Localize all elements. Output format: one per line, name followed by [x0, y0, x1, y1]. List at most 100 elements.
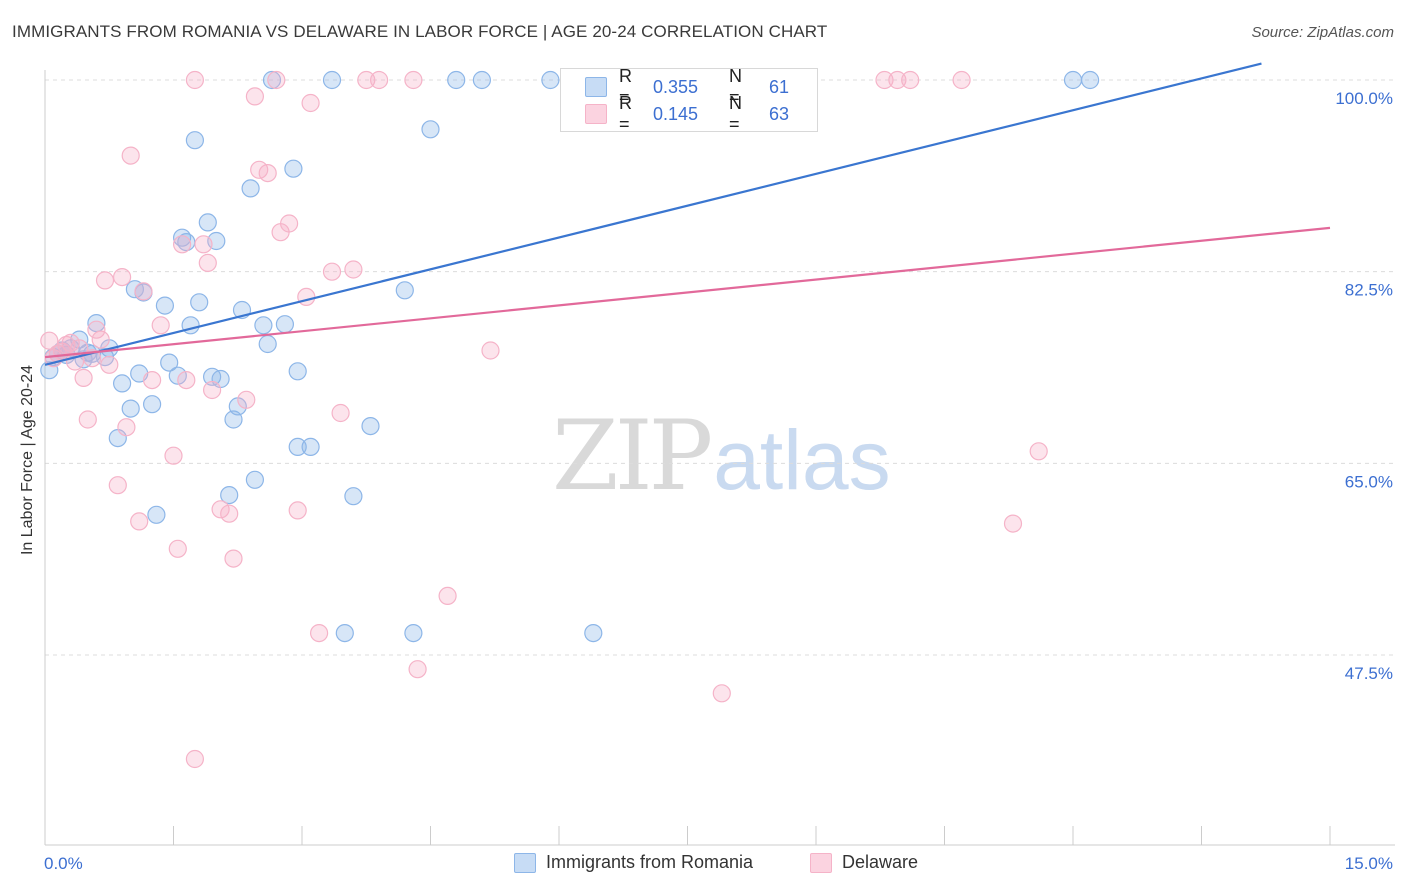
data-point — [1063, 70, 1083, 90]
data-point — [173, 235, 192, 254]
legend-n-label: N = — [729, 93, 742, 134]
y-axis-label: In Labor Force | Age 20-24 — [19, 364, 36, 556]
data-point — [117, 418, 136, 437]
data-point — [361, 417, 380, 436]
data-point — [584, 623, 603, 643]
series-romania-points — [40, 70, 1100, 643]
data-point — [275, 315, 294, 334]
data-point — [447, 70, 466, 90]
data-point — [284, 159, 303, 178]
series-legend: Immigrants from Romania Delaware — [0, 852, 1406, 878]
legend-label-delaware: Delaware — [842, 852, 919, 872]
data-point — [301, 93, 320, 113]
legend-item-romania[interactable]: Immigrants from Romania — [514, 852, 753, 873]
x-tick-label: 15.0% — [1345, 854, 1393, 873]
legend-r-value: 0.145 — [653, 103, 699, 124]
data-point — [160, 353, 179, 372]
data-point — [245, 87, 264, 106]
data-point — [245, 470, 264, 489]
data-point — [185, 70, 204, 90]
series-delaware-points — [40, 70, 1048, 769]
data-point — [888, 70, 907, 90]
data-point — [164, 446, 183, 465]
data-point — [185, 131, 204, 150]
data-point — [541, 70, 560, 90]
data-point — [220, 504, 239, 523]
trend-line-1 — [44, 226, 1331, 359]
legend-swatch-delaware — [585, 104, 607, 124]
data-point — [40, 331, 59, 350]
legend-r-label: R = — [619, 93, 632, 134]
data-point — [310, 623, 329, 643]
data-point — [78, 410, 97, 429]
y-tick-label: 47.5% — [1345, 664, 1393, 683]
y-tick-label: 82.5% — [1345, 281, 1393, 300]
data-point — [155, 296, 174, 315]
data-point — [404, 623, 423, 643]
data-point — [267, 70, 286, 90]
data-point — [357, 70, 376, 90]
legend-swatch-romania — [514, 852, 536, 873]
data-point — [108, 476, 127, 495]
data-point — [121, 146, 140, 165]
tick-labels: 100.0% 82.5% 65.0% 47.5% 0.0% 15.0% — [44, 89, 1393, 873]
data-point — [190, 293, 209, 312]
grid-lines — [45, 79, 1395, 656]
watermark: ZIPatlas — [552, 400, 891, 512]
data-point — [185, 749, 204, 769]
data-point — [112, 268, 132, 287]
data-point — [100, 355, 119, 374]
data-point — [322, 262, 342, 281]
legend-swatch-delaware — [810, 852, 832, 873]
data-point — [151, 316, 170, 335]
data-point — [280, 214, 299, 233]
data-point — [147, 505, 166, 524]
legend-n-value: 63 — [769, 103, 790, 124]
data-point — [344, 260, 363, 279]
legend-item-delaware[interactable]: Delaware — [810, 852, 918, 873]
data-point — [1003, 514, 1023, 533]
data-point — [194, 235, 213, 254]
source-credit: Source: ZipAtlas.com — [1251, 24, 1394, 41]
data-point — [211, 500, 230, 519]
data-point — [262, 70, 282, 90]
axes — [44, 70, 1395, 846]
data-point — [241, 179, 260, 198]
trend-line-0 — [44, 62, 1262, 366]
data-point — [237, 390, 256, 409]
data-point — [74, 368, 93, 387]
trend-lines — [44, 62, 1331, 366]
data-point — [344, 487, 363, 506]
data-point — [322, 70, 342, 90]
data-point — [395, 281, 414, 300]
data-point — [1080, 70, 1100, 90]
data-point — [130, 512, 149, 531]
data-point — [331, 403, 350, 423]
data-point — [168, 539, 187, 558]
data-point — [297, 287, 316, 306]
data-point — [301, 437, 320, 456]
data-point — [481, 341, 500, 360]
legend-r-value: 0.355 — [653, 76, 699, 97]
data-point — [901, 70, 920, 90]
data-point — [258, 334, 277, 354]
data-point — [288, 362, 307, 381]
data-point — [472, 70, 491, 90]
legend-n-label: N = — [729, 66, 742, 107]
data-point — [91, 330, 110, 349]
watermark-zip: ZIP — [552, 400, 713, 512]
data-point — [404, 70, 423, 90]
data-point — [168, 366, 187, 385]
chart-title: IMMIGRANTS FROM ROMANIA VS DELAWARE IN L… — [12, 22, 828, 41]
data-point — [875, 70, 894, 90]
y-tick-label: 65.0% — [1345, 472, 1393, 491]
data-point — [177, 371, 196, 390]
data-point — [143, 371, 162, 390]
data-point — [121, 399, 140, 418]
data-point — [112, 374, 132, 393]
data-point — [198, 253, 217, 272]
data-point — [370, 70, 389, 90]
data-point — [254, 316, 273, 335]
data-point — [258, 164, 277, 183]
